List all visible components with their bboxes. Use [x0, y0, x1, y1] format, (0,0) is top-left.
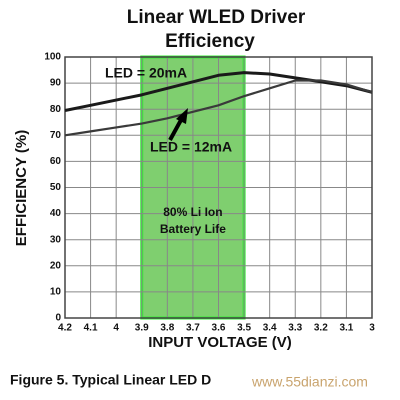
chart-title: Linear WLED Driver	[127, 7, 306, 28]
y-tick-label: 100	[44, 52, 61, 63]
plot-frame	[64, 56, 373, 319]
y-tick-label: 40	[50, 208, 62, 219]
x-tick-label: 3.7	[186, 323, 200, 334]
y-tick-label: 10	[50, 287, 62, 298]
x-tick-label: 3.3	[288, 323, 302, 334]
x-tick-label: 3	[369, 323, 375, 334]
watermark: www.55dianzi.com	[251, 374, 368, 390]
x-tick-label: 4	[113, 323, 119, 334]
y-tick-label: 60	[50, 156, 62, 167]
y-tick-label: 50	[50, 182, 62, 193]
caption: Figure 5. Typical Linear LED D	[10, 372, 211, 388]
y-tick-label: 20	[50, 260, 62, 271]
series-label: LED = 12mA	[150, 139, 232, 155]
x-tick-label: 3.2	[314, 323, 328, 334]
band-label: 80% Li Ion Battery Life	[160, 205, 226, 236]
x-tick-label: 3.4	[263, 323, 277, 334]
label-arrowhead	[176, 108, 188, 124]
x-tick-label: 4.2	[58, 323, 72, 334]
y-tick-label: 80	[50, 104, 62, 115]
chart-subtitle: Efficiency	[165, 31, 255, 52]
y-axis-label: EFFICIENCY (%)	[13, 130, 30, 246]
y-tick-label: 30	[50, 234, 62, 245]
x-axis-label: INPUT VOLTAGE (V)	[148, 334, 292, 351]
series-line	[64, 79, 373, 137]
x-tick-label: 3.1	[339, 323, 353, 334]
x-tick-label: 3.9	[135, 323, 149, 334]
y-tick-label: 90	[50, 78, 62, 89]
y-tick-label: 0	[55, 313, 61, 324]
x-tick-label: 3.5	[237, 323, 251, 334]
series-label: LED = 20mA	[105, 65, 187, 81]
x-tick-label: 3.8	[160, 323, 174, 334]
y-tick-label: 70	[50, 130, 62, 141]
x-tick-label: 4.1	[84, 323, 98, 334]
x-tick-label: 3.6	[212, 323, 226, 334]
series-line	[64, 71, 373, 112]
label-arrow	[168, 119, 183, 141]
